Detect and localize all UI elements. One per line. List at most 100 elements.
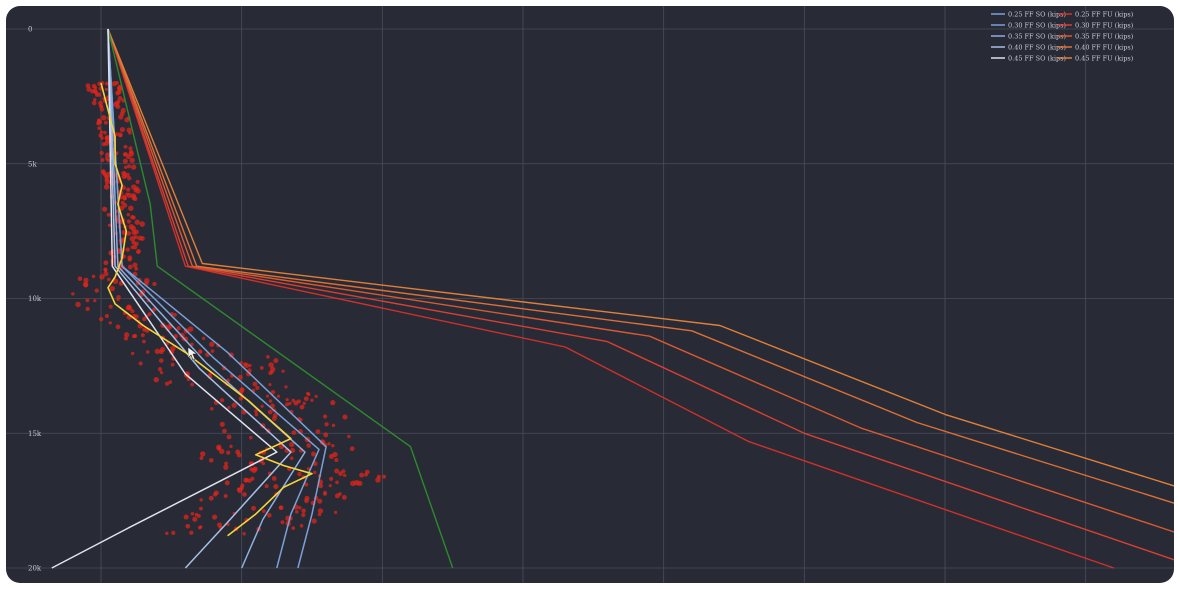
legend-label-so-3[interactable]: 0.40 FF SO (kips) — [1008, 43, 1067, 51]
scatter-point — [133, 333, 138, 339]
legend-label-fu-3[interactable]: 0.40 FF FU (kips) — [1075, 43, 1134, 51]
scatter-point — [123, 144, 128, 149]
scatter-point — [273, 484, 279, 490]
scatter-point — [328, 484, 332, 488]
y-tick-label-2: 10k — [28, 295, 42, 303]
legend-label-fu-2[interactable]: 0.35 FF FU (kips) — [1075, 32, 1134, 40]
scatter-point — [98, 103, 104, 109]
scatter-point — [104, 313, 109, 319]
scatter-point — [237, 374, 243, 380]
scatter-point — [323, 414, 328, 419]
scatter-point — [324, 422, 329, 427]
scatter-point — [332, 451, 338, 458]
scatter-point — [85, 83, 91, 89]
scatter-point — [115, 324, 121, 330]
scatter-point — [127, 164, 132, 169]
scatter-point — [159, 370, 164, 375]
scatter-point — [101, 142, 106, 147]
scatter-point — [276, 394, 281, 398]
legend[interactable]: 0.25 FF SO (kips) 0.25 FF FU (kips) 0.30 F… — [991, 10, 1134, 62]
scatter-point — [119, 111, 125, 117]
scatter-point — [104, 178, 109, 183]
grid-layer — [6, 6, 1174, 583]
scatter-point — [227, 406, 231, 410]
scatter-point — [99, 130, 104, 134]
legend-label-so-4[interactable]: 0.45 FF SO (kips) — [1008, 54, 1067, 62]
legend-label-so-0[interactable]: 0.25 FF SO (kips) — [1008, 10, 1067, 18]
scatter-point — [105, 156, 109, 161]
scatter-point — [334, 493, 340, 499]
scatter-point — [216, 444, 222, 450]
scatter-point — [164, 381, 170, 386]
scatter-point — [210, 407, 214, 411]
series-line-so-3 — [107, 28, 292, 569]
scatter-point — [100, 158, 105, 163]
scatter-point — [209, 341, 215, 348]
y-tick-label-1: 5k — [28, 160, 37, 168]
scatter-point — [185, 523, 191, 529]
scatter-point — [92, 88, 98, 94]
scatter-point — [123, 336, 129, 341]
scatter-point — [226, 434, 232, 440]
legend-label-fu-4[interactable]: 0.45 FF FU (kips) — [1075, 54, 1134, 62]
scatter-point — [285, 402, 290, 407]
scatter-point — [301, 508, 306, 513]
scatter-point — [157, 367, 163, 372]
scatter-point — [123, 165, 128, 170]
scatter-point — [173, 312, 177, 317]
scatter-point — [192, 516, 198, 522]
scatter-point — [197, 525, 202, 530]
scatter-point — [131, 230, 137, 236]
legend-label-so-2[interactable]: 0.35 FF SO (kips) — [1008, 32, 1067, 40]
scatter-point — [83, 277, 89, 283]
scatter-point — [171, 530, 176, 535]
scatter-point — [291, 430, 297, 435]
legend-label-so-1[interactable]: 0.30 FF SO (kips) — [1008, 21, 1067, 29]
scatter-point — [140, 333, 145, 338]
scatter-point — [375, 477, 381, 483]
scatter-point — [331, 423, 336, 428]
scatter-point — [248, 435, 253, 440]
legend-label-fu-1[interactable]: 0.30 FF FU (kips) — [1075, 21, 1134, 29]
scatter-point — [311, 518, 317, 524]
scatter-point — [170, 362, 175, 367]
scatter-point — [219, 448, 225, 455]
scatter-point — [255, 385, 260, 391]
scatter-point — [103, 267, 108, 272]
scatter-point — [75, 301, 81, 308]
scatter-point — [98, 133, 103, 138]
scatter-point — [104, 81, 109, 86]
scatter-point — [359, 472, 365, 478]
scatter-point — [219, 398, 225, 403]
scatter-point — [334, 457, 339, 463]
scatter-point — [138, 361, 143, 366]
scatter-point — [126, 231, 132, 236]
scatter-point — [235, 449, 241, 455]
scatter-point — [268, 399, 273, 403]
scatter-point — [113, 101, 119, 108]
scatter-point — [99, 274, 105, 280]
scatter-point — [259, 366, 264, 370]
scatter-point — [198, 350, 203, 354]
scatter-point — [96, 118, 102, 124]
legend-label-fu-0[interactable]: 0.25 FF FU (kips) — [1075, 10, 1134, 18]
scatter-point — [260, 404, 264, 408]
scatter-point — [139, 221, 145, 227]
scatter-point — [103, 184, 110, 190]
scatter-point — [303, 396, 309, 402]
scatter-point — [190, 511, 195, 516]
scatter-point — [135, 179, 140, 184]
scatter-point — [268, 383, 272, 387]
scatter-point — [342, 473, 347, 478]
scatter-point — [99, 317, 104, 322]
scatter-point — [77, 276, 83, 281]
scatter-point — [93, 298, 97, 303]
scatter-point — [236, 487, 241, 492]
scatter-point — [201, 336, 206, 340]
y-tick-label-0: 0 — [28, 26, 32, 34]
scatter-point — [105, 138, 111, 144]
scatter-point — [334, 468, 340, 474]
scatter-point — [249, 467, 254, 472]
scatter-point — [134, 241, 139, 247]
scatter-point — [126, 219, 131, 224]
